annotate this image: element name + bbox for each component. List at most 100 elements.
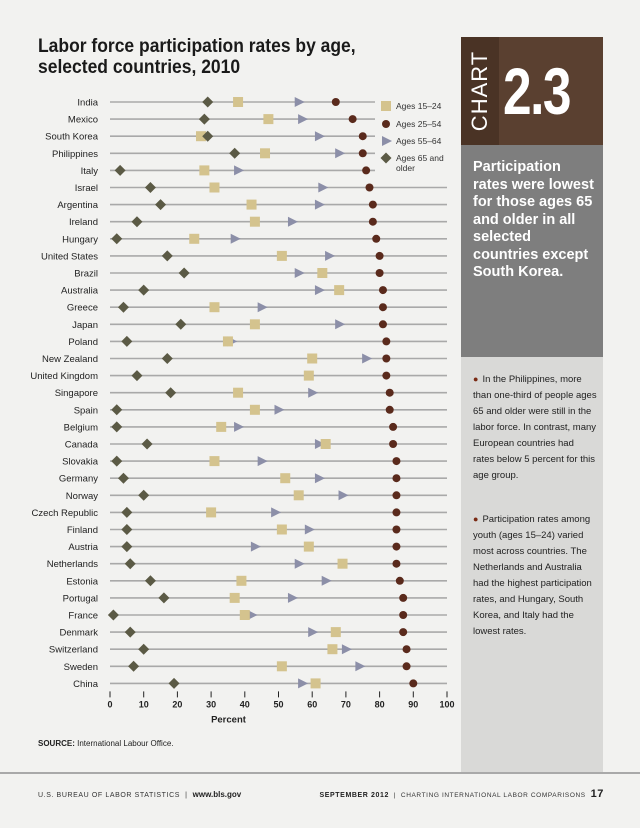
point-a1524: [229, 592, 240, 603]
point-a5564: [257, 456, 268, 467]
point-a2554: [402, 645, 411, 654]
point-a1524: [337, 558, 348, 569]
point-a5564: [325, 250, 336, 261]
point-a2554: [399, 611, 408, 619]
sidebar: CHART 2.3 Participation rates were lowes…: [461, 37, 603, 773]
country-label: Japan: [72, 320, 98, 331]
note-bullet-2: ● Participation rates among youth (ages 1…: [473, 511, 597, 640]
badge-number: 2.3: [503, 54, 571, 128]
country-label: Argentina: [57, 200, 98, 211]
point-a65: [117, 472, 129, 484]
point-a65: [107, 609, 119, 621]
point-a2554: [392, 559, 401, 568]
point-a65: [165, 387, 177, 399]
point-a1524: [293, 490, 304, 501]
point-a5564: [294, 558, 305, 569]
chart-title: Labor force participation rates by age, …: [38, 36, 356, 78]
point-a1524: [199, 165, 210, 176]
point-a1524: [280, 473, 291, 484]
point-a1524: [276, 250, 287, 261]
country-label: Ireland: [69, 217, 98, 228]
country-label: Finland: [67, 525, 98, 536]
x-tick-label: 20: [172, 699, 182, 709]
point-a1524: [209, 302, 220, 313]
point-a5564: [271, 507, 282, 518]
point-a2554: [375, 251, 384, 260]
country-label: Poland: [68, 337, 98, 348]
country-label: Israel: [75, 183, 98, 194]
country-label: Estonia: [66, 576, 98, 587]
country-label: India: [77, 98, 98, 109]
country-label: United States: [41, 251, 98, 262]
source-label: SOURCE:: [38, 739, 75, 748]
point-a1524: [330, 627, 341, 638]
footer-agency: U.S. BUREAU OF LABOR STATISTICS: [38, 792, 181, 799]
footer-url[interactable]: www.bls.gov: [192, 790, 242, 799]
point-a2554: [372, 234, 381, 243]
point-a65: [111, 404, 123, 416]
point-a2554: [378, 303, 387, 312]
point-a65: [131, 370, 143, 382]
point-a5564: [338, 490, 349, 501]
x-tick-label: 60: [307, 699, 317, 709]
point-a2554: [378, 320, 387, 329]
headline: Participation rates were lowest for thos…: [473, 159, 594, 280]
point-a65: [121, 524, 133, 535]
point-a5564: [294, 268, 305, 278]
point-a1524: [317, 268, 328, 278]
country-label: Italy: [81, 166, 99, 177]
point-a5564: [314, 131, 325, 142]
point-a1524: [233, 97, 244, 107]
point-a65: [121, 541, 133, 553]
footer-date: SEPTEMBER 2012: [319, 792, 389, 799]
point-a5564: [314, 285, 325, 296]
note-text-2: Participation rates among youth (ages 15…: [473, 514, 592, 637]
point-a2554: [382, 354, 391, 363]
point-a2554: [358, 149, 367, 158]
point-a5564: [298, 114, 309, 125]
bullet-dot-icon: ●: [473, 514, 479, 524]
badge-word-box: CHART: [461, 37, 499, 145]
point-a2554: [392, 525, 401, 534]
point-a65: [138, 284, 150, 296]
point-a1524: [209, 182, 220, 193]
point-a2554: [385, 405, 394, 414]
point-a65: [128, 660, 140, 672]
point-a2554: [382, 337, 391, 346]
footer-series: CHARTING INTERNATIONAL LABOR COMPARISONS: [400, 792, 586, 799]
point-a2554: [402, 662, 411, 671]
country-label: Netherlands: [47, 559, 98, 570]
point-a2554: [378, 286, 387, 295]
point-a1524: [260, 148, 271, 159]
point-a1524: [216, 421, 227, 432]
country-label: Germany: [59, 474, 98, 485]
point-a1524: [276, 524, 287, 535]
point-a65: [202, 96, 214, 108]
point-a2554: [385, 388, 394, 397]
point-a1524: [327, 644, 338, 655]
x-tick-label: 100: [439, 699, 454, 709]
point-a65: [198, 113, 210, 125]
point-a2554: [375, 269, 384, 277]
headline-box: [461, 145, 603, 357]
point-a2554: [331, 98, 340, 106]
point-a5564: [230, 233, 241, 244]
point-a5564: [308, 387, 319, 398]
point-a2554: [358, 132, 367, 141]
point-a1524: [303, 370, 314, 381]
point-a5564: [341, 644, 352, 655]
point-a65: [202, 130, 214, 142]
x-tick-label: 30: [206, 699, 216, 709]
legend-marker-a2554: [382, 120, 390, 128]
point-a5564: [318, 182, 329, 193]
point-a5564: [287, 216, 298, 227]
point-a5564: [321, 575, 332, 586]
country-label: Mexico: [68, 115, 98, 126]
point-a1524: [307, 353, 318, 364]
country-label: Australia: [61, 286, 99, 297]
country-label: Spain: [74, 405, 98, 416]
point-a65: [155, 199, 167, 211]
point-a5564: [335, 148, 346, 159]
source-note: SOURCE: International Labour Office.: [38, 739, 173, 748]
country-label: United Kingdom: [30, 371, 98, 382]
